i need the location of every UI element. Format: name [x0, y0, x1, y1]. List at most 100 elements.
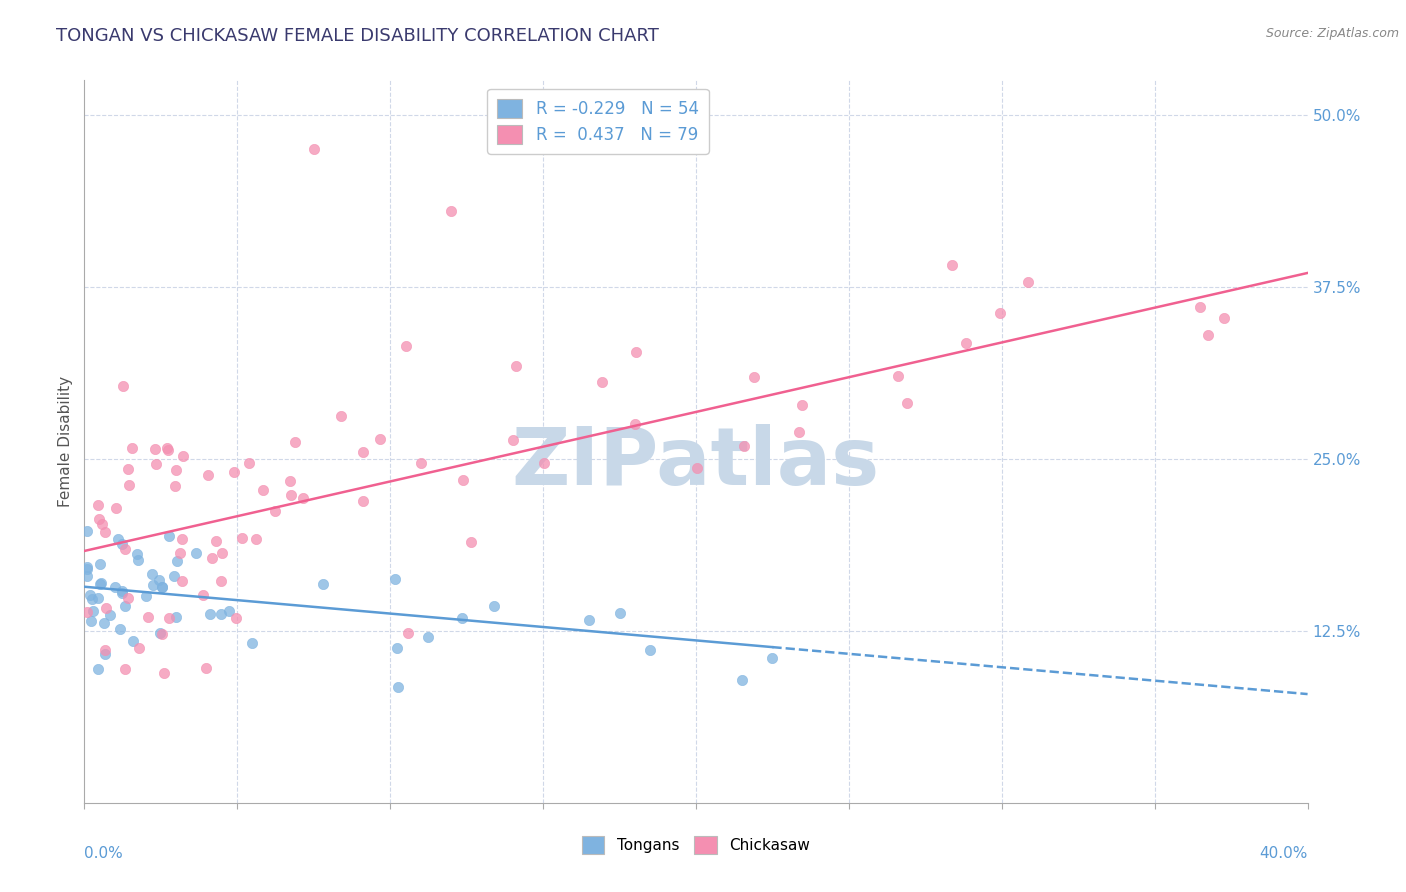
Point: [121, 441, 143, 455]
Point: [416, 630, 439, 644]
Point: [280, 488, 302, 502]
Point: [141, 566, 163, 581]
Point: [93, 616, 115, 631]
Point: [76, 524, 98, 538]
Point: [94, 600, 117, 615]
Point: [149, 626, 172, 640]
Point: [157, 529, 180, 543]
Point: [172, 574, 194, 589]
Point: [76, 561, 98, 575]
Point: [82, 604, 104, 618]
Point: [117, 591, 139, 605]
Point: [278, 475, 301, 489]
Point: [114, 662, 136, 676]
Point: [122, 634, 145, 648]
Point: [87, 663, 110, 677]
Point: [264, 504, 287, 518]
Point: [450, 611, 472, 625]
Text: 40.0%: 40.0%: [1260, 847, 1308, 861]
Point: [79, 588, 101, 602]
Y-axis label: Female Disability: Female Disability: [58, 376, 73, 508]
Point: [87, 591, 110, 606]
Point: [1189, 300, 1212, 314]
Point: [312, 576, 335, 591]
Point: [238, 456, 260, 470]
Point: [240, 636, 263, 650]
Point: [731, 673, 754, 687]
Point: [111, 379, 134, 393]
Point: [1197, 328, 1219, 343]
Point: [578, 613, 600, 627]
Point: [941, 258, 963, 272]
Point: [533, 456, 555, 470]
Point: [76, 605, 98, 619]
Point: [395, 339, 418, 353]
Point: [125, 547, 148, 561]
Point: [790, 398, 813, 412]
Point: [172, 449, 194, 463]
Point: [955, 336, 977, 351]
Point: [638, 643, 661, 657]
Point: [76, 569, 98, 583]
Point: [195, 661, 218, 675]
Point: [76, 559, 98, 574]
Point: [94, 524, 117, 539]
Point: [148, 573, 170, 587]
Point: [201, 551, 224, 566]
Point: [163, 479, 186, 493]
Point: [184, 546, 207, 560]
Point: [224, 465, 246, 479]
Point: [169, 546, 191, 560]
Point: [352, 493, 374, 508]
Point: [896, 396, 918, 410]
Point: [118, 478, 141, 492]
Point: [591, 375, 613, 389]
Point: [205, 533, 228, 548]
Point: [761, 650, 783, 665]
Point: [209, 607, 232, 621]
Point: [117, 462, 139, 476]
Point: [398, 625, 420, 640]
Point: [145, 457, 167, 471]
Point: [80, 615, 103, 629]
Point: [484, 599, 506, 613]
Point: [284, 434, 307, 449]
Point: [157, 611, 180, 625]
Point: [111, 586, 134, 600]
Point: [111, 536, 134, 550]
Point: [166, 554, 188, 568]
Point: [686, 460, 709, 475]
Point: [225, 611, 247, 625]
Point: [252, 483, 274, 497]
Point: [352, 444, 374, 458]
Point: [245, 533, 267, 547]
Point: [387, 680, 409, 694]
Point: [90, 576, 112, 591]
Point: [80, 592, 103, 607]
Point: [172, 532, 194, 546]
Point: [211, 546, 233, 560]
Point: [505, 359, 527, 374]
Point: [302, 142, 325, 156]
Point: [733, 439, 755, 453]
Point: [128, 640, 150, 655]
Point: [368, 432, 391, 446]
Text: 0.0%: 0.0%: [84, 847, 124, 861]
Point: [94, 647, 117, 661]
Point: [136, 610, 159, 624]
Point: [218, 604, 240, 618]
Point: [157, 442, 180, 457]
Point: [197, 467, 219, 482]
Point: [87, 511, 110, 525]
Text: Source: ZipAtlas.com: Source: ZipAtlas.com: [1265, 27, 1399, 40]
Point: [150, 580, 173, 594]
Point: [135, 589, 157, 603]
Point: [98, 607, 121, 622]
Point: [291, 491, 314, 506]
Point: [150, 626, 173, 640]
Point: [200, 607, 222, 622]
Point: [114, 541, 136, 556]
Point: [143, 442, 166, 456]
Point: [163, 568, 186, 582]
Point: [87, 499, 110, 513]
